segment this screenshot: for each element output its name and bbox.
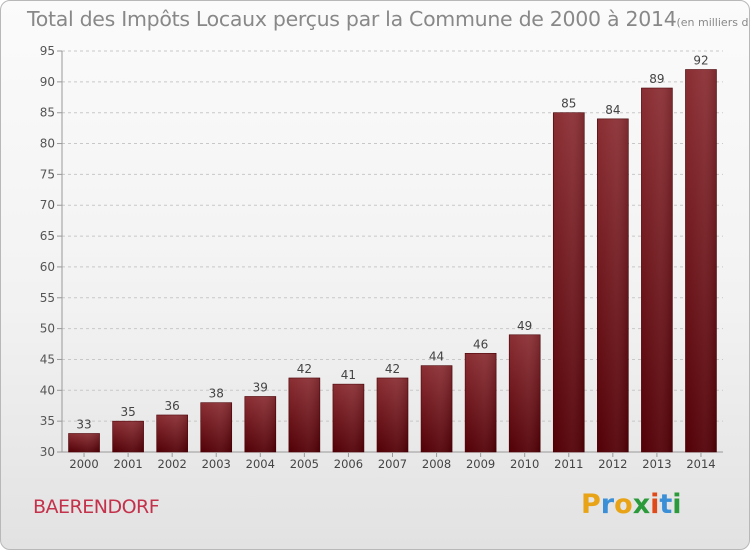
y-tick-label: 40 xyxy=(40,383,55,397)
bar-shading xyxy=(597,118,629,452)
data-label: 38 xyxy=(209,387,224,401)
chart-title: Total des Impôts Locaux perçus par la Co… xyxy=(27,7,749,31)
x-tick-label: 2009 xyxy=(466,457,495,471)
x-tick-label: 2004 xyxy=(246,457,275,471)
data-label: 35 xyxy=(120,405,135,419)
data-label: 42 xyxy=(297,362,312,376)
y-tick-label: 75 xyxy=(40,167,55,181)
data-label: 85 xyxy=(561,97,576,111)
logo-letter: P xyxy=(581,489,601,520)
x-tick-label: 2014 xyxy=(686,457,715,471)
bar-shading xyxy=(112,421,144,452)
bar-shading xyxy=(641,88,673,452)
y-tick-label: 85 xyxy=(40,106,55,120)
y-tick-label: 55 xyxy=(40,291,55,305)
y-tick-label: 90 xyxy=(40,75,55,89)
commune-name: BAERENDORF xyxy=(33,496,160,518)
x-tick-label: 2008 xyxy=(422,457,451,471)
x-tick-label: 2005 xyxy=(290,457,319,471)
bar-shading xyxy=(332,384,364,452)
bar-shading xyxy=(244,396,276,452)
bar-shading xyxy=(156,414,188,452)
data-label: 36 xyxy=(165,399,180,413)
x-tick-label: 2010 xyxy=(510,457,539,471)
bar-shading xyxy=(68,433,100,452)
x-tick-label: 2013 xyxy=(642,457,671,471)
data-label: 33 xyxy=(76,417,91,431)
bar-shading xyxy=(553,112,585,452)
x-tick-label: 2007 xyxy=(378,457,407,471)
y-tick-label: 50 xyxy=(40,322,55,336)
logo-letter: o xyxy=(614,489,633,520)
logo-letter: i xyxy=(672,489,682,520)
y-tick-label: 60 xyxy=(40,260,55,274)
proxiti-logo: Proxiti xyxy=(581,489,682,520)
x-tick-label: 2002 xyxy=(158,457,187,471)
data-label: 92 xyxy=(693,54,708,68)
y-tick-label: 80 xyxy=(40,137,55,151)
bar-shading xyxy=(288,377,320,452)
data-label: 46 xyxy=(473,337,488,351)
logo-letter: r xyxy=(600,489,615,520)
x-tick-label: 2006 xyxy=(334,457,363,471)
data-label: 49 xyxy=(517,319,532,333)
x-tick-label: 2001 xyxy=(113,457,142,471)
data-label: 89 xyxy=(649,72,664,86)
y-tick-label: 35 xyxy=(40,414,55,428)
y-tick-label: 45 xyxy=(40,352,55,366)
logo-letter: i xyxy=(650,489,660,520)
bar-shading xyxy=(685,69,717,452)
chart-title-text: Total des Impôts Locaux perçus par la Co… xyxy=(27,7,677,31)
data-label: 39 xyxy=(253,380,268,394)
bar-shading xyxy=(377,377,408,452)
chart-unit: (en milliers d'€) xyxy=(676,16,749,29)
bar-shading xyxy=(465,353,497,452)
bar-shading xyxy=(421,365,453,452)
y-tick-label: 70 xyxy=(40,198,55,212)
y-tick-label: 95 xyxy=(40,44,55,58)
bar-shading xyxy=(509,334,541,452)
data-label: 41 xyxy=(341,368,356,382)
y-tick-label: 65 xyxy=(40,229,55,243)
x-tick-label: 2003 xyxy=(202,457,231,471)
data-label: 44 xyxy=(429,350,444,364)
logo-letter: t xyxy=(659,489,673,520)
y-tick-label: 30 xyxy=(40,445,55,459)
x-tick-label: 2000 xyxy=(69,457,98,471)
data-label: 42 xyxy=(385,362,400,376)
data-label: 84 xyxy=(605,103,620,117)
logo-letter: x xyxy=(632,489,651,520)
x-tick-label: 2012 xyxy=(598,457,627,471)
bar-shading xyxy=(200,402,232,452)
x-tick-label: 2011 xyxy=(554,457,583,471)
